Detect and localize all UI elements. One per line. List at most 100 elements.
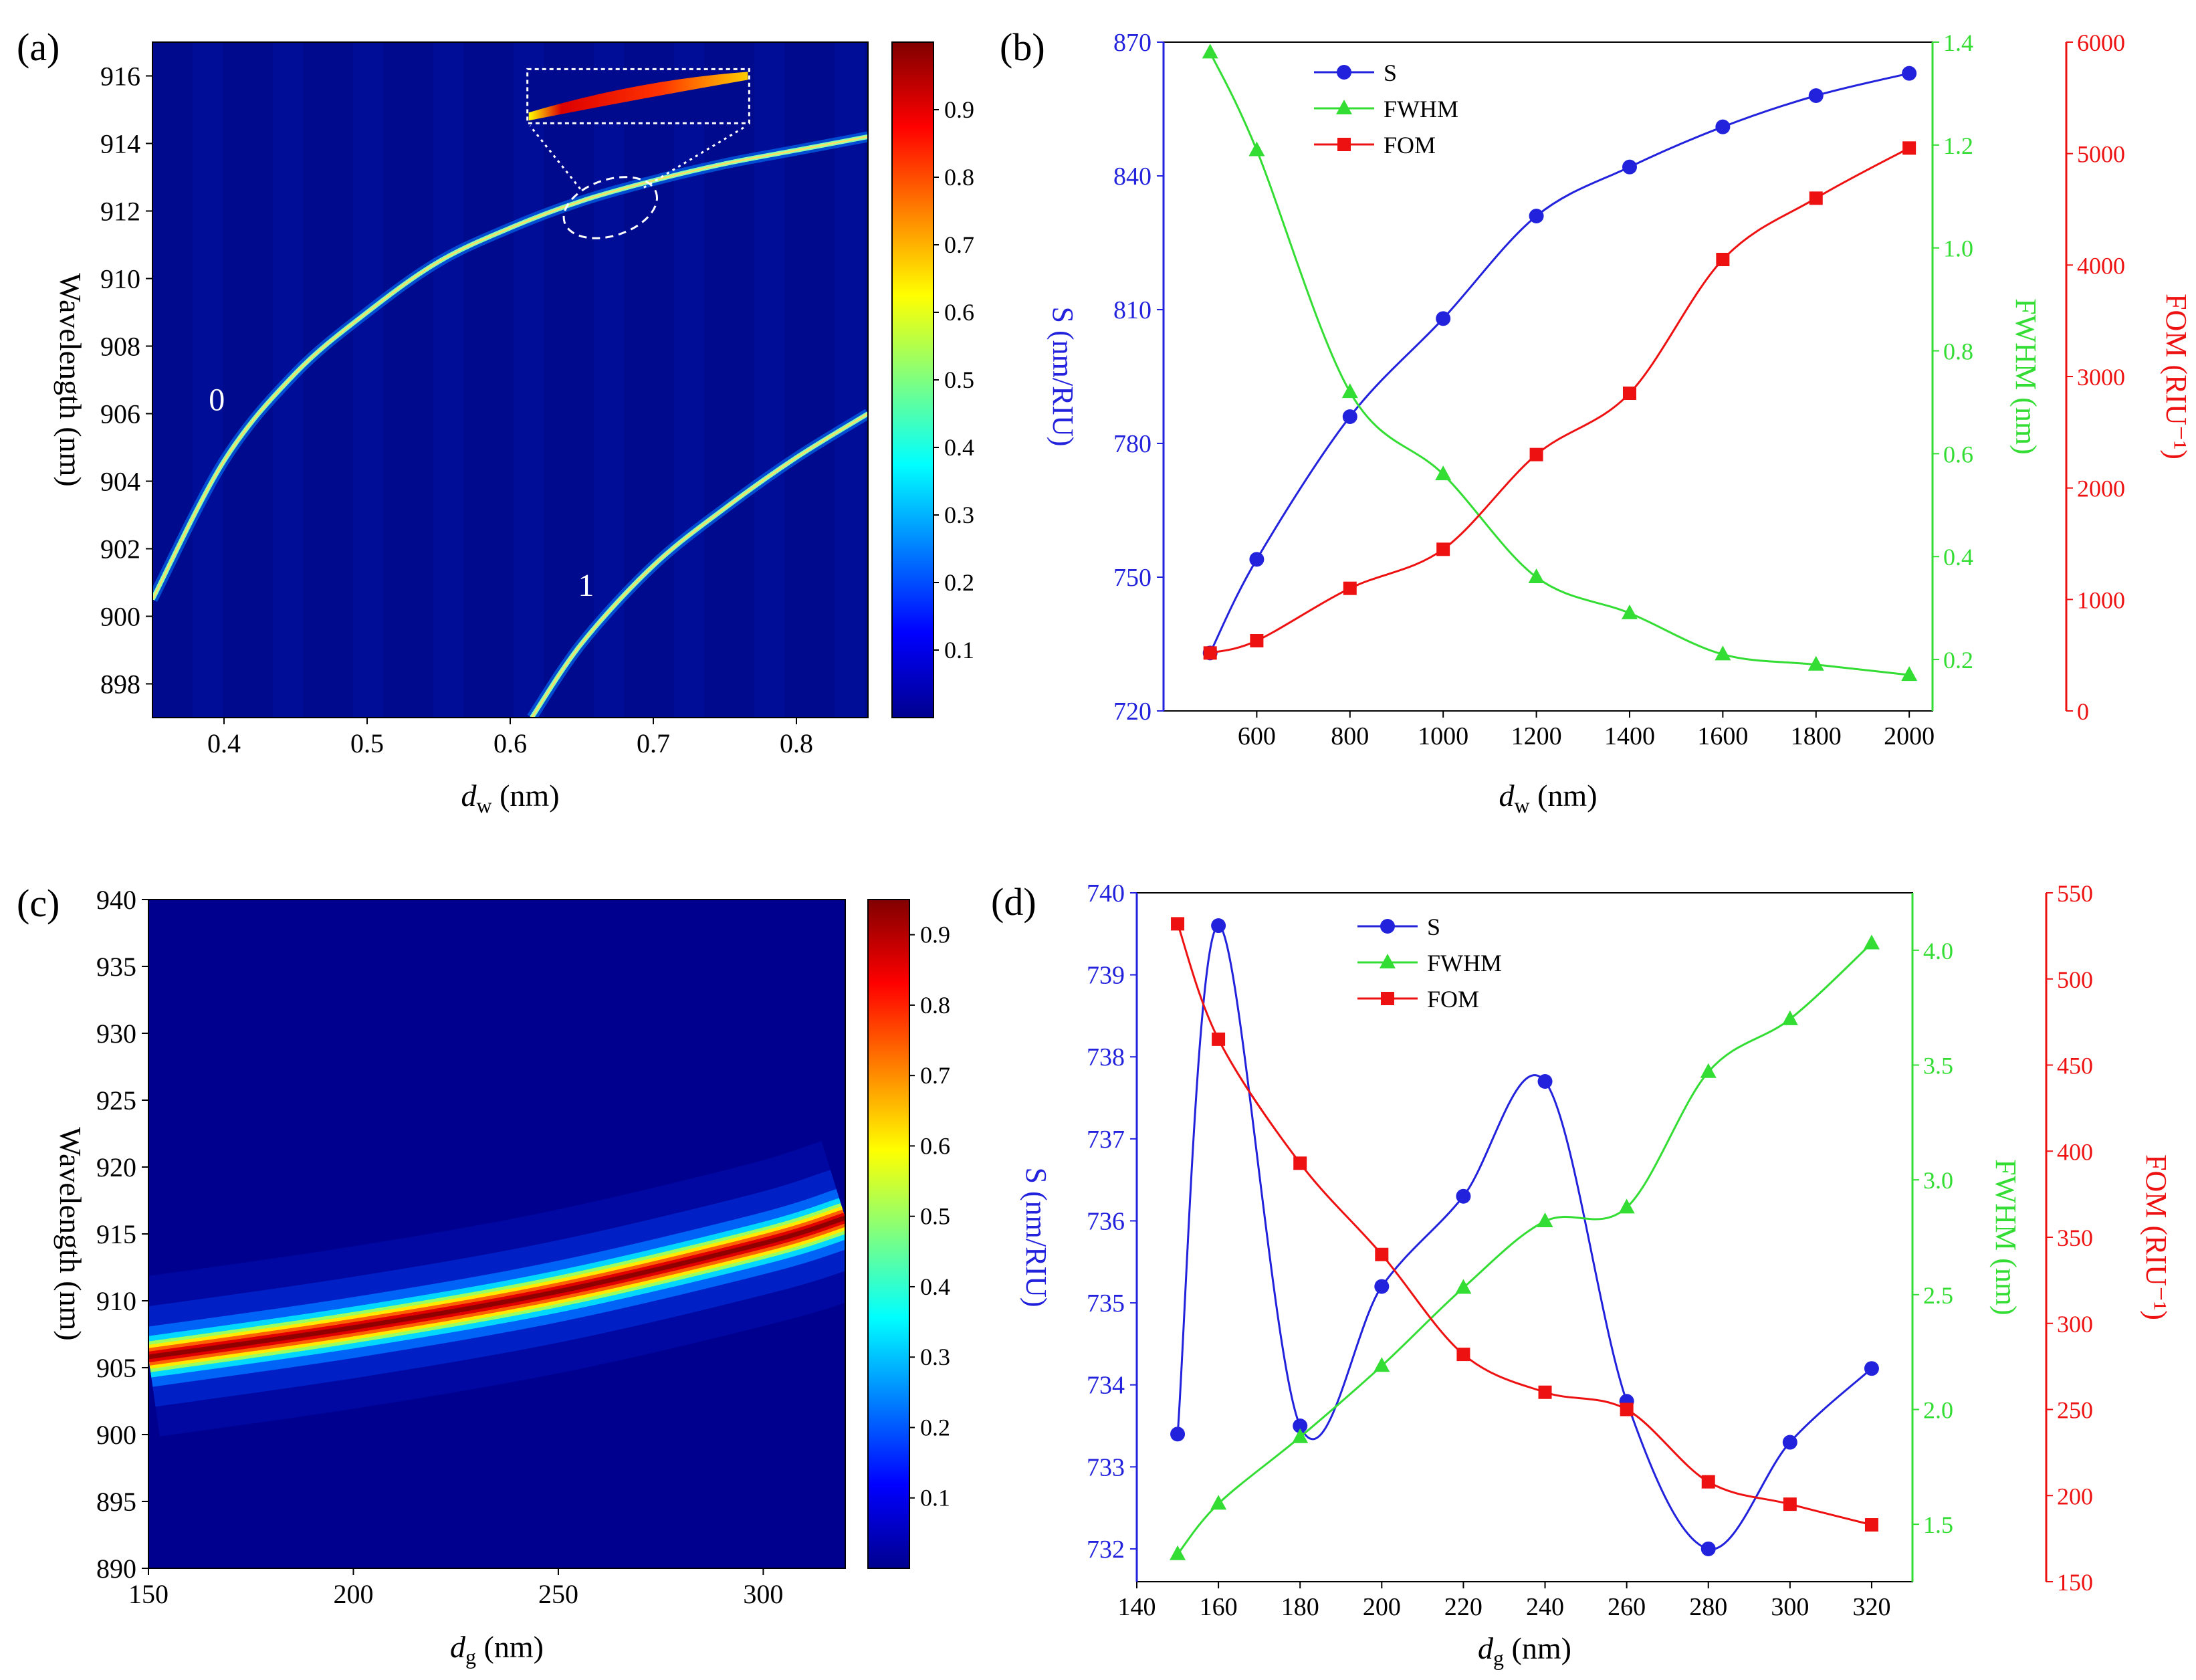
- colorbar-tick-label: 0.7: [920, 1062, 950, 1089]
- background-band: [514, 42, 544, 718]
- series-fwhm-point: [1435, 465, 1452, 481]
- x-tick-label: 1600: [1697, 722, 1748, 750]
- y-tick-label: 900: [96, 1420, 136, 1450]
- series-fom-point: [1622, 387, 1636, 400]
- series-fom-point: [1203, 646, 1217, 660]
- y-tick-label: 930: [96, 1019, 136, 1049]
- series-s-point: [1436, 311, 1451, 326]
- ridge-layer: [148, 1215, 845, 1360]
- colorbar-tick-label: 0.9: [944, 96, 974, 123]
- legend-marker: [1337, 65, 1351, 80]
- panel-label: (b): [1000, 25, 1045, 69]
- series-fom-point: [1343, 581, 1357, 595]
- series-fwhm-point: [1455, 1279, 1472, 1294]
- x-tick-label: 0.7: [637, 728, 670, 758]
- left-axis-tick-label: 737: [1087, 1126, 1125, 1154]
- panel-b-line-chart: (b) 600 800 1000 1200 1400 1600 1800 2000 dw (nm)…: [1000, 25, 2193, 817]
- series-s-point: [1170, 1427, 1186, 1442]
- legend-label: FWHM: [1384, 96, 1458, 122]
- colorbar-tick-label: 0.6: [944, 299, 974, 326]
- panel-label: (a): [17, 25, 60, 69]
- series-fom-point: [1529, 447, 1543, 461]
- colorbar-tick-label: 0.2: [920, 1414, 950, 1441]
- colorbar: [867, 899, 910, 1569]
- colorbar-tick-label: 0.4: [944, 434, 974, 461]
- left-axis-tick-label: 733: [1087, 1453, 1125, 1481]
- background-band: [754, 42, 784, 718]
- left-axis-tick-label: 740: [1087, 879, 1125, 908]
- fwhm-axis-tick-label: 0.6: [1943, 441, 1973, 467]
- colorbar-tick-label: 0.8: [920, 992, 950, 1019]
- fwhm-axis-tick-label: 4.0: [1923, 938, 1953, 964]
- mode-label: 0: [209, 382, 225, 417]
- fwhm-axis-tick-label: 0.2: [1943, 647, 1973, 673]
- fom-axis-title: FOM (RIU⁻¹): [2140, 1154, 2173, 1320]
- series-s-point: [1211, 918, 1226, 934]
- series-s-line: [1176, 924, 1872, 1550]
- panel-c-heatmap: (c) 150 200 250 300 890 895 900 905 910 915 920 925 9…: [17, 881, 950, 1669]
- x-axis-title: dw (nm): [1499, 778, 1597, 817]
- x-tick-label: 300: [1771, 1593, 1809, 1621]
- series-fwhm-point: [1292, 1428, 1309, 1443]
- series-fom-point: [1716, 253, 1730, 266]
- series-fwhm-point: [1901, 666, 1918, 681]
- panel-label: (c): [17, 881, 60, 925]
- fwhm-axis-title: FWHM (nm): [2009, 298, 2042, 454]
- series-fom-point: [1902, 141, 1916, 155]
- x-tick-label: 2000: [1884, 722, 1935, 750]
- series-s-point: [1782, 1435, 1797, 1450]
- series-fwhm-point: [1202, 43, 1218, 59]
- series-fom-point: [1171, 917, 1185, 931]
- series-s-point: [1456, 1188, 1471, 1204]
- series-fwhm-point: [1863, 934, 1880, 950]
- y-tick-label: 925: [96, 1085, 136, 1116]
- legend-marker: [1380, 954, 1396, 968]
- series-s-point: [1249, 552, 1265, 567]
- fom-axis-tick-label: 450: [2057, 1053, 2093, 1079]
- colorbar-tick-label: 0.2: [944, 569, 974, 596]
- x-tick-label: 0.5: [350, 728, 384, 758]
- zoom-inset-frame: [526, 68, 750, 124]
- fwhm-axis-tick-label: 1.2: [1943, 132, 1973, 159]
- x-tick-label: 160: [1200, 1593, 1238, 1621]
- series-s-point: [1700, 1541, 1716, 1556]
- series-fwhm-point: [1210, 1495, 1227, 1510]
- x-tick-label: 1400: [1604, 722, 1655, 750]
- mode-curves: [152, 131, 868, 718]
- series-fom-line: [1210, 146, 1910, 654]
- panel-a-heatmap: (a) 0 1 0.4 0.5 0.6 0.7 0.8 898 900 902 904 906 908 91…: [17, 25, 974, 817]
- x-axis-title: dg (nm): [1478, 1631, 1571, 1670]
- y-tick-label: 905: [96, 1353, 136, 1383]
- left-axis-tick-label: 734: [1087, 1372, 1125, 1400]
- series-fwhm-line: [1209, 51, 1910, 676]
- x-tick-label: 200: [333, 1579, 373, 1609]
- y-tick-label: 900: [100, 602, 140, 632]
- fom-axis-tick-label: 3000: [2077, 364, 2125, 391]
- colorbar-tick-label: 0.8: [944, 164, 974, 191]
- colorbar-tick-label: 0.7: [944, 231, 974, 258]
- plot-frame: [1136, 892, 1913, 1582]
- left-axis-title: S (nm/RIU): [1020, 1168, 1053, 1307]
- y-axis-title: Wavelength (nm): [53, 273, 88, 486]
- x-tick-label: 0.6: [493, 728, 527, 758]
- x-tick-label: 250: [538, 1579, 578, 1609]
- series-fwhm-point: [1170, 1545, 1186, 1560]
- zoom-ellipse: [562, 176, 658, 239]
- fwhm-axis-tick-label: 0.8: [1943, 338, 1973, 365]
- series-fom-point: [1809, 191, 1823, 205]
- fom-axis-tick-label: 5000: [2077, 141, 2125, 168]
- series-fom-point: [1436, 542, 1450, 556]
- left-axis-tick-label: 780: [1113, 430, 1151, 458]
- x-tick-label: 200: [1363, 1593, 1401, 1621]
- fom-axis-tick-label: 350: [2057, 1225, 2093, 1251]
- fwhm-axis-tick-label: 1.0: [1943, 235, 1973, 262]
- series-fwhm-point: [1618, 1198, 1635, 1214]
- series-fom-point: [1783, 1497, 1797, 1511]
- x-tick-label: 320: [1852, 1593, 1890, 1621]
- legend-label: S: [1427, 914, 1440, 940]
- x-tick-label: 1200: [1511, 722, 1562, 750]
- series-fwhm-point: [1374, 1357, 1390, 1372]
- fwhm-axis-title: FWHM (nm): [1989, 1159, 2022, 1315]
- y-tick-label: 916: [100, 62, 140, 92]
